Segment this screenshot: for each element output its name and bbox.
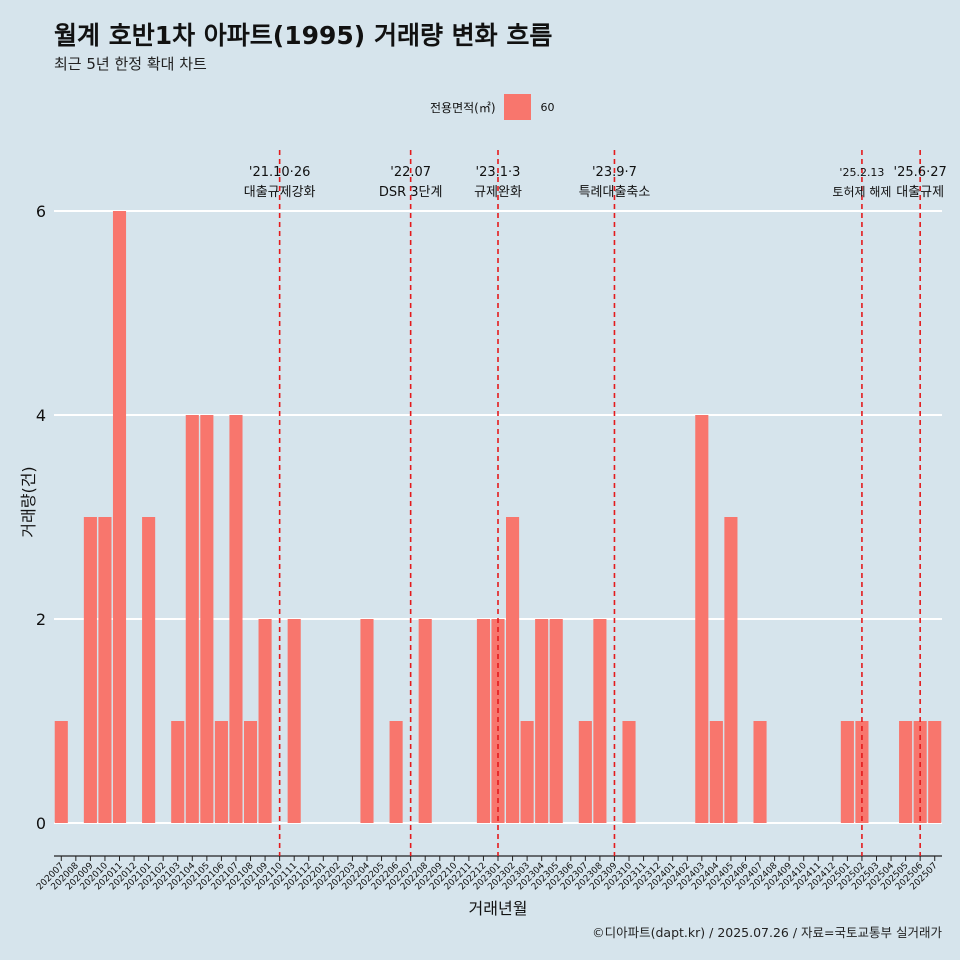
bar [724,517,738,823]
annotation-label: DSR 3단계 [379,185,443,200]
legend-label-60: 60 [540,100,555,114]
chart-title: 월계 호반1차 아파트(1995) 거래량 변화 흐름 [54,21,553,50]
bar [506,517,520,823]
bar [98,517,112,823]
bar [695,415,709,823]
x-axis-title: 거래년월 [469,899,528,918]
y-tick-label: 0 [36,814,46,833]
bar [185,415,199,823]
annotation-date: '23.1·3 [476,165,521,180]
y-tick-label: 6 [36,202,46,221]
annotation-label: 토허제 해제 [832,185,891,199]
y-tick-label: 2 [36,610,46,629]
bar [928,721,942,823]
annotation-label: 대출규제강화 [244,185,316,200]
bar [622,721,636,823]
bar [54,721,68,823]
legend: 전용면적(㎡) 60 [430,94,555,120]
bar [840,721,854,823]
annotation-label: 특례대출축소 [579,185,651,200]
y-axis-title: 거래량(건) [19,466,38,537]
chart-caption: ©디아파트(dapt.kr) / 2025.07.26 / 자료=국토교통부 실… [592,925,942,940]
bar [142,517,156,823]
bar [389,721,403,823]
bar [709,721,723,823]
annotation-date: '23.9·7 [592,165,637,180]
bar [287,619,301,823]
legend-key-60 [503,94,531,120]
bar [200,415,214,823]
bar [578,721,592,823]
bar [112,211,127,823]
y-tick-label: 4 [36,406,46,425]
bar [520,721,534,823]
bar [418,619,432,823]
legend-title: 전용면적(㎡) [430,100,496,115]
bar [258,619,272,823]
annotation-label: 규제완화 [474,185,522,200]
annotation-label: 대출규제 [896,185,944,200]
bar [171,721,185,823]
bar [549,619,563,823]
bar [535,619,549,823]
bar [214,721,228,823]
annotation-date: '21.10·26 [249,165,310,180]
annotation-date: '22.07 [390,165,431,180]
bar [753,721,767,823]
bar [243,721,258,823]
bar [593,619,607,823]
bar [899,721,913,823]
chart-subtitle: 최근 5년 한정 확대 차트 [54,55,207,73]
bar [476,619,490,823]
bar [360,619,374,823]
annotation-date: '25.2.13 [839,166,884,179]
bar [83,517,97,823]
annotation-date: '25.6·27 [894,165,947,180]
bar [229,415,243,823]
